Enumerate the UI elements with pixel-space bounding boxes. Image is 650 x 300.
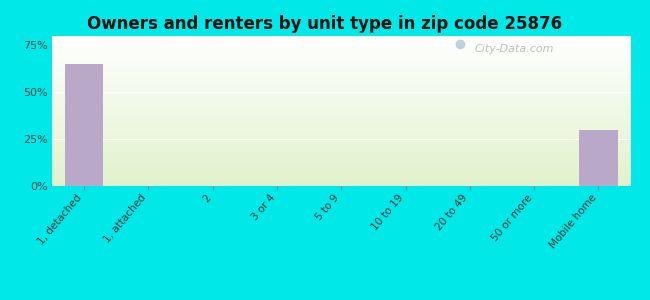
Text: City-Data.com: City-Data.com bbox=[474, 44, 554, 53]
Bar bbox=[579, 130, 617, 186]
Bar bbox=[65, 64, 103, 186]
Text: Owners and renters by unit type in zip code 25876: Owners and renters by unit type in zip c… bbox=[88, 15, 562, 33]
